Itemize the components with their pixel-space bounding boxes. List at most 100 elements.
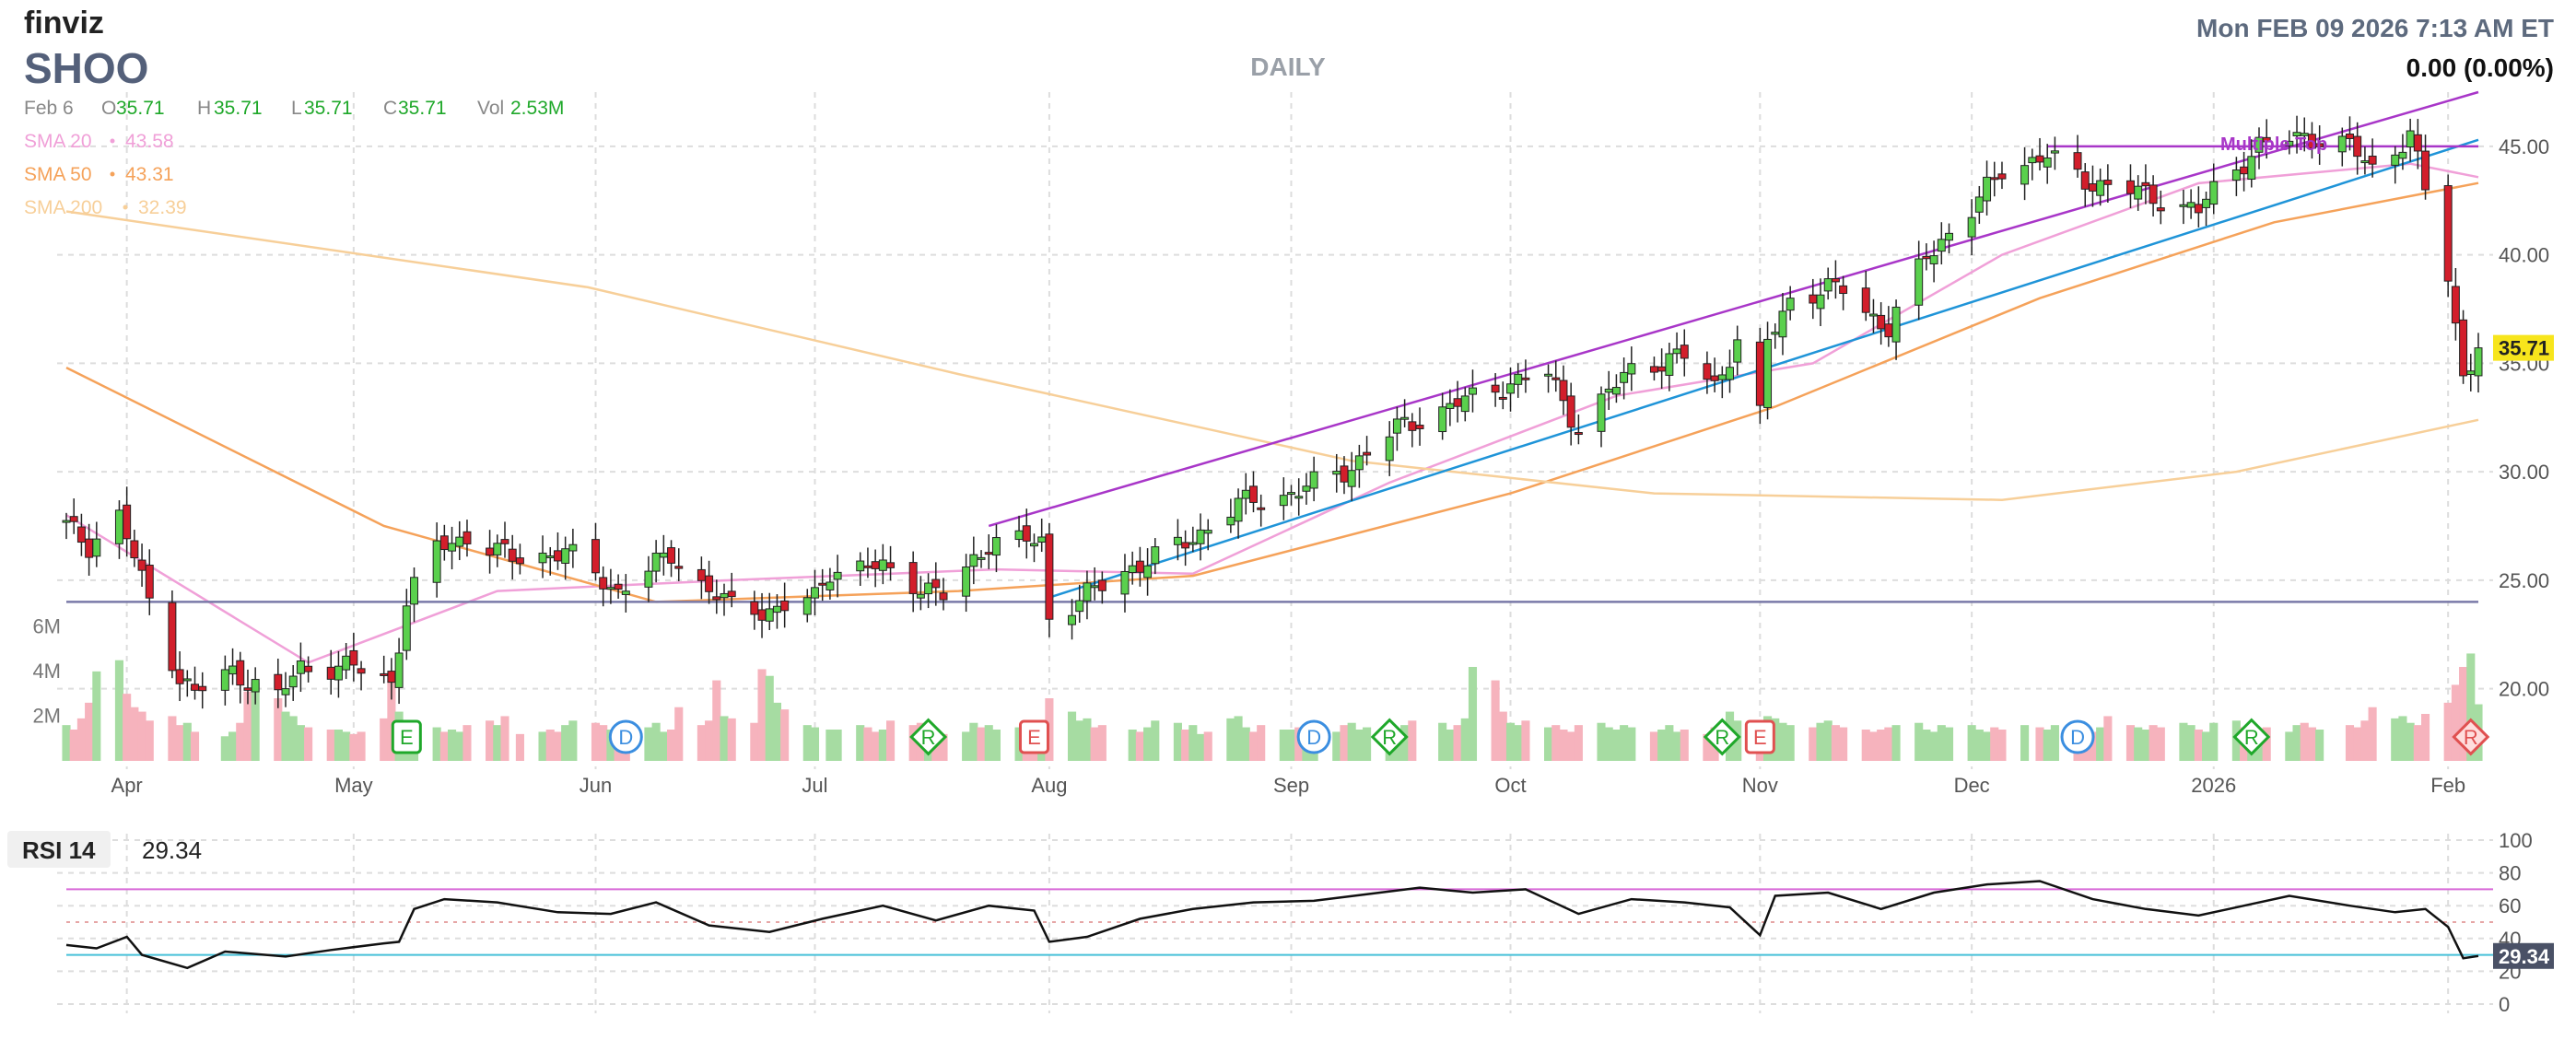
volume-bar bbox=[591, 722, 601, 761]
candle-body bbox=[644, 570, 653, 588]
volume-bar bbox=[659, 731, 668, 761]
candle-body bbox=[1891, 306, 1901, 343]
volume-bar bbox=[1181, 730, 1190, 761]
x-tick-label: Jun bbox=[580, 774, 612, 797]
candle-body bbox=[2156, 207, 2165, 212]
volume-bar bbox=[2262, 727, 2271, 761]
candle-body bbox=[727, 590, 736, 598]
candle-body bbox=[1468, 387, 1477, 395]
candle-body bbox=[1506, 383, 1516, 394]
volume-bar bbox=[2368, 707, 2377, 761]
ohlc-value: O bbox=[101, 98, 116, 119]
candle-body bbox=[1173, 536, 1182, 545]
candle-body bbox=[1514, 373, 1523, 385]
candle-body bbox=[750, 601, 759, 615]
candle bbox=[508, 534, 517, 580]
candle bbox=[916, 576, 925, 611]
candle bbox=[182, 670, 192, 697]
volume-bar bbox=[281, 711, 290, 761]
candle-body bbox=[545, 555, 555, 558]
candle bbox=[2096, 168, 2105, 206]
candle bbox=[410, 567, 419, 623]
candle bbox=[1203, 519, 1212, 551]
candle bbox=[1604, 370, 1613, 410]
candle bbox=[432, 522, 441, 598]
candle bbox=[251, 667, 260, 705]
candle bbox=[2240, 151, 2249, 192]
candle-body bbox=[349, 649, 358, 666]
candle-body bbox=[220, 669, 229, 691]
candle-body bbox=[1340, 465, 1349, 483]
volume-bar bbox=[1786, 725, 1795, 761]
volume-bar bbox=[750, 722, 759, 761]
volume-bar bbox=[1574, 725, 1583, 761]
candle-body bbox=[304, 665, 313, 672]
candle bbox=[1914, 240, 1924, 321]
candle bbox=[2307, 122, 2316, 159]
volume-bar bbox=[2413, 725, 2422, 761]
candle-body bbox=[991, 537, 1001, 556]
ohlc-value: Feb 6 bbox=[24, 98, 74, 119]
candle-body bbox=[1823, 278, 1832, 292]
ohlc-value: C bbox=[383, 98, 397, 119]
candle bbox=[1294, 478, 1304, 516]
candle bbox=[1453, 380, 1462, 423]
candle bbox=[1627, 346, 1636, 391]
x-tick-label: Oct bbox=[1494, 774, 1526, 797]
candle-body bbox=[2202, 198, 2211, 208]
candle bbox=[1831, 260, 1840, 299]
volume-bar bbox=[1861, 730, 1870, 761]
volume-bar bbox=[651, 722, 661, 761]
x-tick-label: Dec bbox=[1954, 774, 1990, 797]
candle bbox=[1559, 365, 1568, 415]
sma-legend-value: 43.58 bbox=[125, 131, 174, 152]
volume-bar bbox=[69, 730, 78, 761]
candle-body bbox=[508, 548, 517, 562]
volume-bar bbox=[2466, 653, 2476, 761]
volume-bar bbox=[962, 731, 971, 761]
volume-bar bbox=[2134, 727, 2143, 761]
candle-body bbox=[659, 552, 668, 558]
rating-icon bbox=[1703, 718, 1741, 756]
volume-bar bbox=[1257, 725, 1266, 761]
candle-body bbox=[1551, 377, 1561, 380]
volume-bar bbox=[175, 725, 184, 761]
rating-icon bbox=[1370, 718, 1409, 756]
candle bbox=[1188, 526, 1198, 553]
volume-bar bbox=[447, 730, 457, 761]
candle bbox=[380, 655, 389, 684]
volume-bar bbox=[712, 680, 721, 761]
candle-body bbox=[2050, 150, 2059, 154]
event-code: R bbox=[2464, 726, 2478, 749]
candle-body bbox=[833, 571, 842, 580]
candle bbox=[1279, 477, 1288, 520]
candle-body bbox=[1385, 436, 1394, 462]
volume-bar bbox=[1809, 727, 1818, 761]
candle bbox=[1620, 357, 1629, 400]
candle-body bbox=[1234, 497, 1243, 522]
candle-body bbox=[2043, 157, 2052, 168]
volume-bar bbox=[1173, 722, 1182, 761]
candle-body bbox=[621, 590, 630, 595]
candle bbox=[2043, 144, 2052, 184]
candle-body bbox=[130, 540, 139, 558]
candle bbox=[1332, 453, 1341, 493]
volume-bar bbox=[1831, 725, 1840, 761]
volume-bar bbox=[2307, 727, 2317, 761]
candle bbox=[2391, 146, 2400, 184]
rsi-title-box bbox=[7, 831, 111, 868]
volume-bar bbox=[380, 718, 389, 761]
candle bbox=[296, 642, 305, 693]
volume-bar bbox=[1551, 725, 1561, 761]
candle-body bbox=[1726, 367, 1735, 380]
candle bbox=[2209, 163, 2219, 215]
candle bbox=[1665, 343, 1674, 391]
candle bbox=[1029, 533, 1038, 563]
candle bbox=[2156, 190, 2165, 225]
volume-bar bbox=[493, 725, 502, 761]
candle bbox=[924, 573, 933, 609]
volume-bar bbox=[1203, 731, 1212, 761]
volume-bar bbox=[1778, 722, 1787, 761]
candle-body bbox=[1771, 332, 1780, 335]
